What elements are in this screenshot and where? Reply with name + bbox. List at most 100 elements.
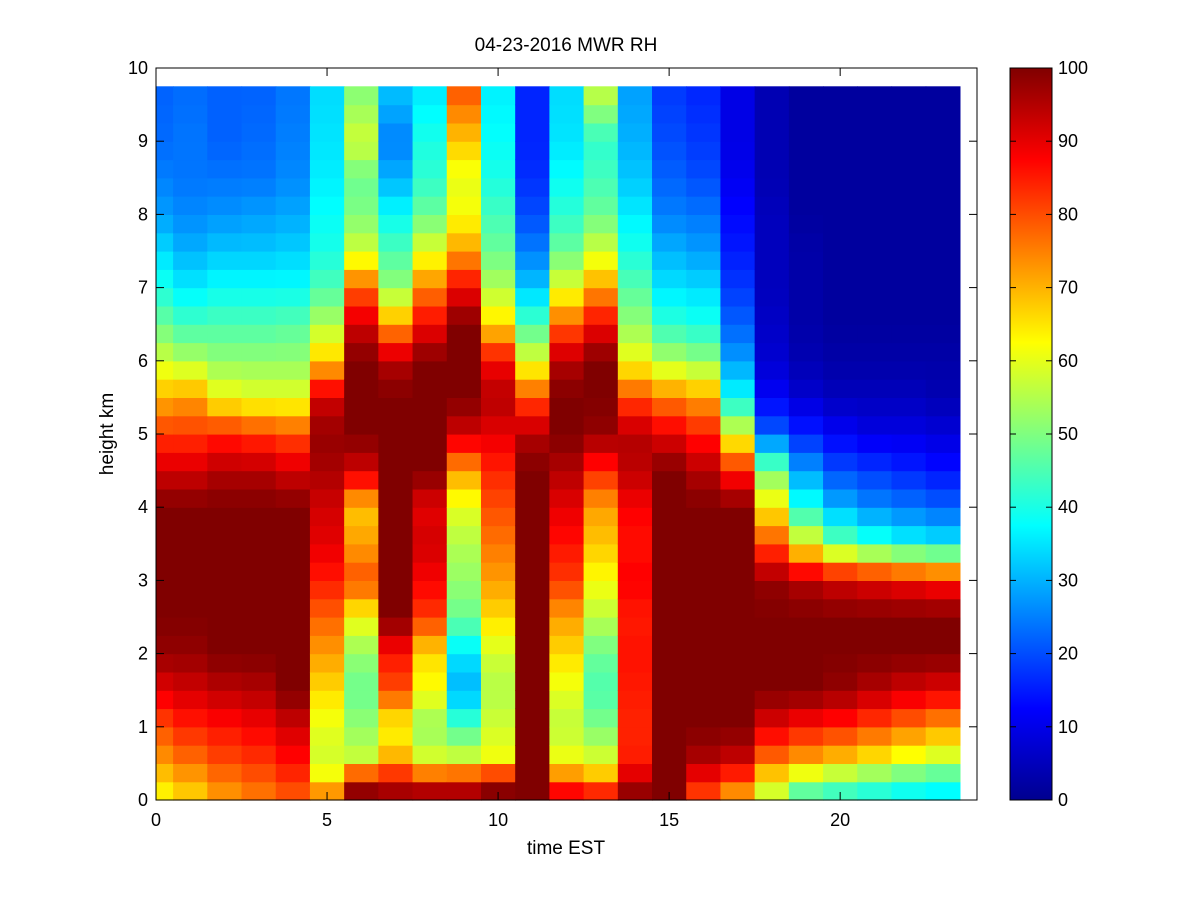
heatmap-cell [344, 141, 379, 161]
heatmap-cell [275, 305, 311, 325]
heatmap-cell [891, 507, 927, 527]
heatmap-cell [344, 726, 379, 746]
heatmap-cell [241, 726, 277, 746]
heatmap-cell [480, 104, 516, 124]
heatmap-cell [754, 324, 790, 344]
heatmap-cell [857, 470, 893, 490]
heatmap-cell [446, 671, 482, 691]
heatmap [156, 86, 961, 801]
heatmap-cell [344, 598, 379, 618]
heatmap-cell [788, 232, 824, 252]
heatmap-cell [754, 104, 790, 124]
heatmap-cell [925, 379, 961, 398]
heatmap-cell [412, 434, 448, 453]
heatmap-cell [309, 525, 345, 545]
heatmap-cell [378, 232, 414, 252]
heatmap-cell [480, 781, 516, 801]
heatmap-cell [720, 653, 756, 673]
heatmap-cell [241, 434, 277, 453]
heatmap-cell [309, 104, 345, 124]
heatmap-cell [275, 324, 311, 344]
heatmap-cell [173, 415, 208, 435]
x-tick-label: 10 [488, 810, 508, 830]
heatmap-cell [515, 86, 550, 106]
heatmap-cell [652, 598, 687, 618]
heatmap-cell [925, 452, 961, 472]
heatmap-cell [515, 305, 550, 325]
heatmap-cell [207, 488, 243, 508]
heatmap-cell [241, 141, 277, 161]
heatmap-cell [720, 177, 756, 197]
heatmap-cell [344, 305, 379, 325]
heatmap-cell [309, 159, 345, 179]
heatmap-cell [891, 196, 927, 215]
heatmap-cell [720, 196, 756, 215]
heatmap-cell [480, 617, 516, 636]
colorbar-tick-label: 80 [1058, 204, 1078, 224]
heatmap-cell [788, 305, 824, 325]
heatmap-cell [275, 470, 311, 490]
heatmap-cell [173, 232, 208, 252]
heatmap-cell [686, 580, 722, 600]
heatmap-cell [857, 379, 893, 398]
heatmap-cell [549, 745, 585, 764]
heatmap-cell [549, 617, 585, 636]
heatmap-cell [156, 214, 174, 234]
heatmap-cell [788, 653, 824, 673]
heatmap-cell [754, 122, 790, 142]
heatmap-cell [925, 397, 961, 417]
heatmap-cell [823, 781, 858, 801]
heatmap-cell [652, 214, 687, 234]
heatmap-cell [686, 324, 722, 344]
heatmap-cell [788, 525, 824, 545]
heatmap-cell [857, 342, 893, 362]
heatmap-cell [515, 525, 550, 545]
heatmap-cell [344, 324, 379, 344]
heatmap-cell [446, 635, 482, 655]
heatmap-cell [173, 196, 208, 215]
heatmap-cell [823, 671, 858, 691]
heatmap-cell [480, 488, 516, 508]
heatmap-cell [241, 342, 277, 362]
heatmap-cell [446, 598, 482, 618]
heatmap-cell [412, 324, 448, 344]
heatmap-cell [173, 324, 208, 344]
heatmap-cell [156, 159, 174, 179]
heatmap-cell [549, 360, 585, 380]
heatmap-cell [241, 598, 277, 618]
heatmap-cell [241, 86, 277, 106]
heatmap-cell [515, 543, 550, 563]
heatmap-cell [275, 287, 311, 307]
heatmap-cell [549, 525, 585, 545]
heatmap-cell [617, 653, 653, 673]
heatmap-cell [720, 104, 756, 124]
heatmap-cell [156, 580, 174, 600]
heatmap-cell [788, 379, 824, 398]
heatmap-cell [652, 415, 687, 435]
heatmap-cell [412, 488, 448, 508]
heatmap-cell [754, 781, 790, 801]
heatmap-cell [156, 324, 174, 344]
heatmap-cell [754, 470, 790, 490]
heatmap-cell [549, 598, 585, 618]
heatmap-cell [344, 232, 379, 252]
heatmap-cell [412, 305, 448, 325]
heatmap-cell [173, 141, 208, 161]
heatmap-cell [857, 617, 893, 636]
heatmap-cell [925, 214, 961, 234]
heatmap-cell [549, 104, 585, 124]
heatmap-cell [583, 104, 619, 124]
y-tick-label: 8 [138, 204, 148, 224]
heatmap-cell [652, 617, 687, 636]
heatmap-cell [720, 269, 756, 289]
heatmap-cell [173, 488, 208, 508]
heatmap-cell [617, 397, 653, 417]
y-tick-label: 9 [138, 131, 148, 151]
heatmap-cell [788, 269, 824, 289]
heatmap-cell [617, 177, 653, 197]
heatmap-cell [652, 525, 687, 545]
heatmap-cell [207, 781, 243, 801]
heatmap-cell [583, 141, 619, 161]
heatmap-cell [652, 141, 687, 161]
heatmap-cell [275, 671, 311, 691]
